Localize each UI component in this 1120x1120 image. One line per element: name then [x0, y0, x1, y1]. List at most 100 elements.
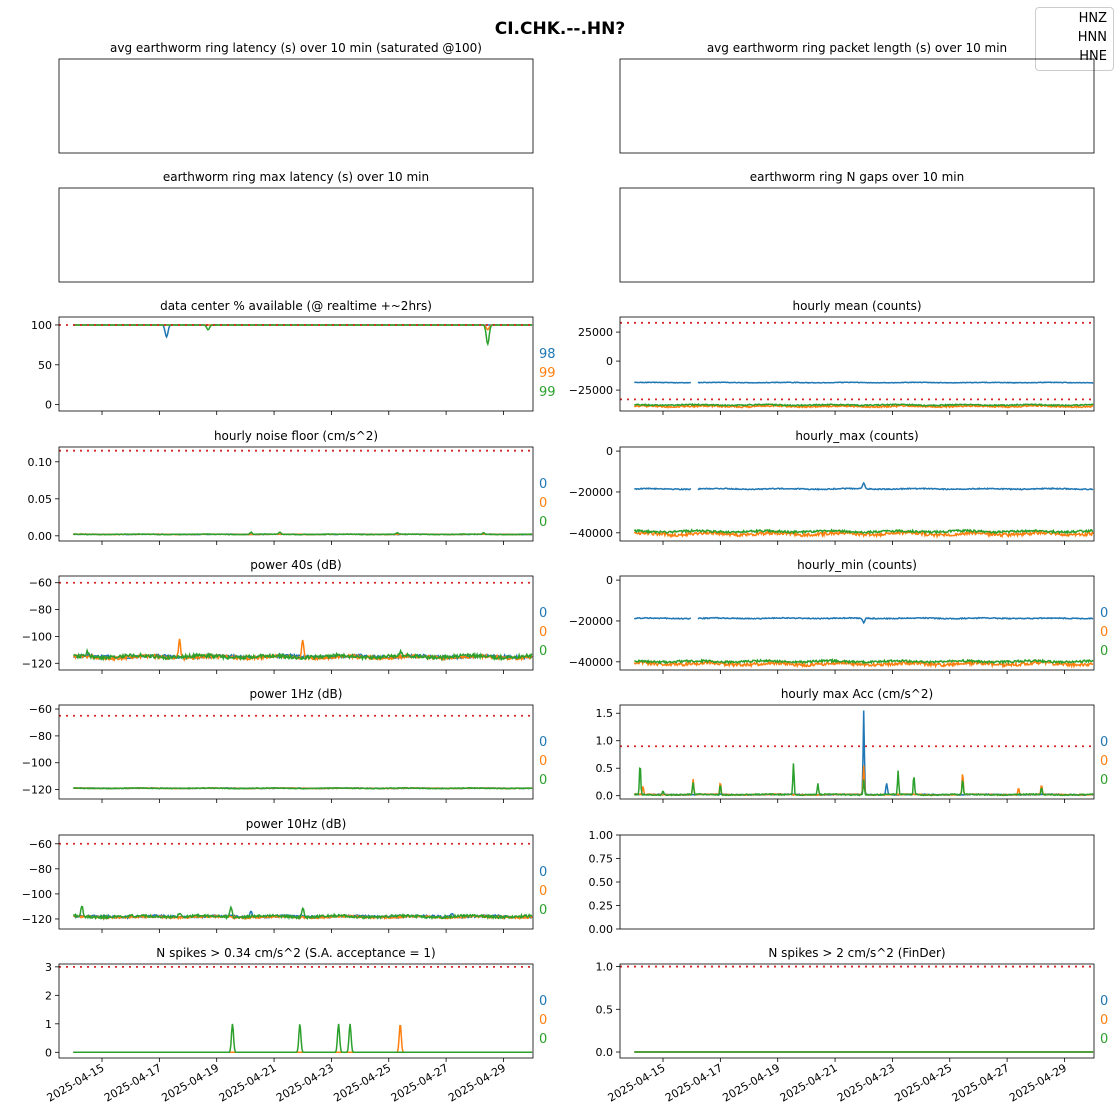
y-tick-label: 2: [45, 989, 52, 1002]
stat-label-hnz: 0: [1100, 735, 1108, 750]
x-tick-label: 2025-04-21: [778, 1061, 840, 1104]
x-tick-label: 2025-04-29: [446, 1061, 508, 1104]
x-tick-label: 2025-04-27: [950, 1061, 1012, 1104]
stat-label-hnn: 0: [539, 754, 547, 769]
y-tick-label: 0.50: [589, 876, 614, 889]
y-tick-label: −60: [29, 838, 52, 851]
stat-label-hne: 0: [539, 1032, 547, 1047]
series-line-hne: [73, 324, 533, 347]
y-tick-label: 0: [606, 574, 613, 587]
stat-label-hnz: 0: [539, 994, 547, 1009]
stat-label-hnz: 0: [1100, 994, 1108, 1009]
stat-label-hne: 99: [539, 385, 556, 400]
y-tick-label: 25000: [578, 326, 613, 339]
y-tick-label: 0.00: [589, 923, 614, 936]
x-tick-label: 2025-04-21: [217, 1061, 279, 1104]
stat-label-hnz: 0: [1100, 606, 1108, 621]
chart-panel-hourly_max: hourly_max (counts) −40000 −20000 0: [569, 429, 1095, 545]
stat-label-hnz: 0: [539, 735, 547, 750]
axes-frame: [58, 446, 534, 542]
stat-label-hnn: 0: [1100, 754, 1108, 769]
chart-panel-latency_max: earthworm ring max latency (s) over 10 m…: [58, 170, 534, 283]
axes-frame: [58, 834, 534, 930]
chart-panel-power_1hz: power 1Hz (dB) −120 −100 −80 −60 0 0 0: [22, 687, 547, 803]
x-tick-label: 2025-04-23: [274, 1061, 336, 1104]
y-tick-label: 1.0: [596, 735, 614, 748]
y-tick-label: 0.05: [28, 493, 53, 506]
y-tick-label: 0.10: [28, 456, 53, 469]
stat-label-hnn: 0: [539, 625, 547, 640]
series-line-hne: [633, 763, 1094, 797]
series-line-hne: [634, 658, 1094, 665]
y-tick-label: 1.0: [596, 961, 614, 974]
chart-panel-power_40s: power 40s (dB) −120 −100 −80 −60 0 0 0: [22, 558, 547, 674]
stat-label-hnz: 0: [539, 477, 547, 492]
stat-label-hne: 0: [539, 644, 547, 659]
stat-label-hnn: 99: [539, 366, 556, 381]
y-tick-label: −25000: [569, 384, 613, 397]
stat-label-hnz: 0: [539, 606, 547, 621]
y-tick-label: −40000: [569, 656, 613, 669]
y-tick-label: −60: [29, 703, 52, 716]
y-tick-label: 0.5: [596, 1003, 614, 1016]
y-tick-label: −20000: [569, 615, 613, 628]
x-tick-label: 2025-04-29: [1007, 1061, 1069, 1104]
axes-frame: [58, 704, 534, 800]
axes-frame: [619, 58, 1095, 154]
y-tick-label: −60: [29, 577, 52, 590]
stat-label-hne: 0: [539, 515, 547, 530]
chart-title: N spikes > 2 cm/s^2 (FinDer): [768, 946, 945, 960]
y-tick-label: 0.75: [589, 853, 614, 866]
series-line-hnn: [633, 403, 1094, 409]
chart-title: earthworm ring N gaps over 10 min: [750, 170, 964, 184]
y-tick-label: 0.25: [589, 900, 614, 913]
series-line-hne: [633, 528, 1094, 535]
stat-label-hne: 0: [1100, 644, 1108, 659]
y-tick-label: 3: [45, 961, 52, 974]
x-tick-label: 2025-04-17: [102, 1061, 164, 1104]
series-line-hnn: [633, 658, 1094, 669]
x-tick-label: 2025-04-19: [720, 1061, 782, 1104]
y-tick-label: −100: [22, 888, 52, 901]
stat-label-hne: 0: [539, 903, 547, 918]
chart-title: data center % available (@ realtime +~2h…: [160, 299, 432, 313]
chart-title: earthworm ring max latency (s) over 10 m…: [163, 170, 429, 184]
series-line-hne: [73, 647, 533, 662]
series-line-hne: [72, 905, 533, 921]
y-tick-label: 50: [38, 359, 52, 372]
y-tick-label: −120: [22, 784, 52, 797]
axes-frame: [58, 575, 534, 671]
series-line-hnz: [634, 481, 1094, 491]
stat-label-hnn: 0: [539, 496, 547, 511]
chart-title: N spikes > 0.34 cm/s^2 (S.A. acceptance …: [156, 946, 435, 960]
chart-title: hourly mean (counts): [792, 299, 921, 313]
y-tick-label: −20000: [569, 486, 613, 499]
axes-frame: [619, 575, 1095, 671]
chart-panel-hourly_mean: hourly mean (counts) −25000 0 25000: [569, 299, 1095, 415]
stat-label-hne: 0: [1100, 1032, 1108, 1047]
chart-panel-latency_avg: avg earthworm ring latency (s) over 10 m…: [58, 41, 534, 154]
y-tick-label: −80: [29, 730, 52, 743]
stat-label-hnz: 0: [539, 865, 547, 880]
chart-panel-hourly_max_acc: hourly max Acc (cm/s^2) 0.0 0.5 1.0 1.5 0 0 0: [596, 687, 1108, 803]
chart-title: power 40s (dB): [250, 558, 341, 572]
y-tick-label: 100: [31, 319, 52, 332]
y-tick-label: 0.5: [596, 762, 614, 775]
chart-title: avg earthworm ring packet length (s) ove…: [707, 41, 1007, 55]
chart-panel-hourly_min: hourly_min (counts) −40000 −20000 0 0 0 0: [569, 558, 1108, 674]
axes-frame: [58, 58, 534, 154]
chart-panel-n_gaps: earthworm ring N gaps over 10 min: [619, 170, 1095, 283]
chart-panel-noise_floor: hourly noise floor (cm/s^2) 0.00 0.05 0.10 0…: [28, 429, 547, 545]
chart-title: hourly_max (counts): [795, 429, 918, 443]
y-tick-label: −80: [29, 863, 52, 876]
y-tick-label: −40000: [569, 527, 613, 540]
y-tick-label: −120: [22, 913, 52, 926]
chart-title: hourly_min (counts): [797, 558, 917, 572]
axes-frame: [58, 316, 534, 412]
y-tick-label: 0.00: [28, 530, 53, 543]
series-line-hnz: [634, 381, 1094, 384]
x-tick-label: 2025-04-19: [159, 1061, 221, 1104]
y-tick-label: 0: [45, 1046, 52, 1059]
x-tick-label: 2025-04-15: [45, 1061, 107, 1104]
